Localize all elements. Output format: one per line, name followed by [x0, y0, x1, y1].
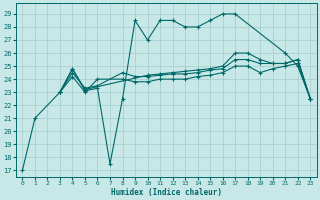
X-axis label: Humidex (Indice chaleur): Humidex (Indice chaleur) [111, 188, 222, 197]
